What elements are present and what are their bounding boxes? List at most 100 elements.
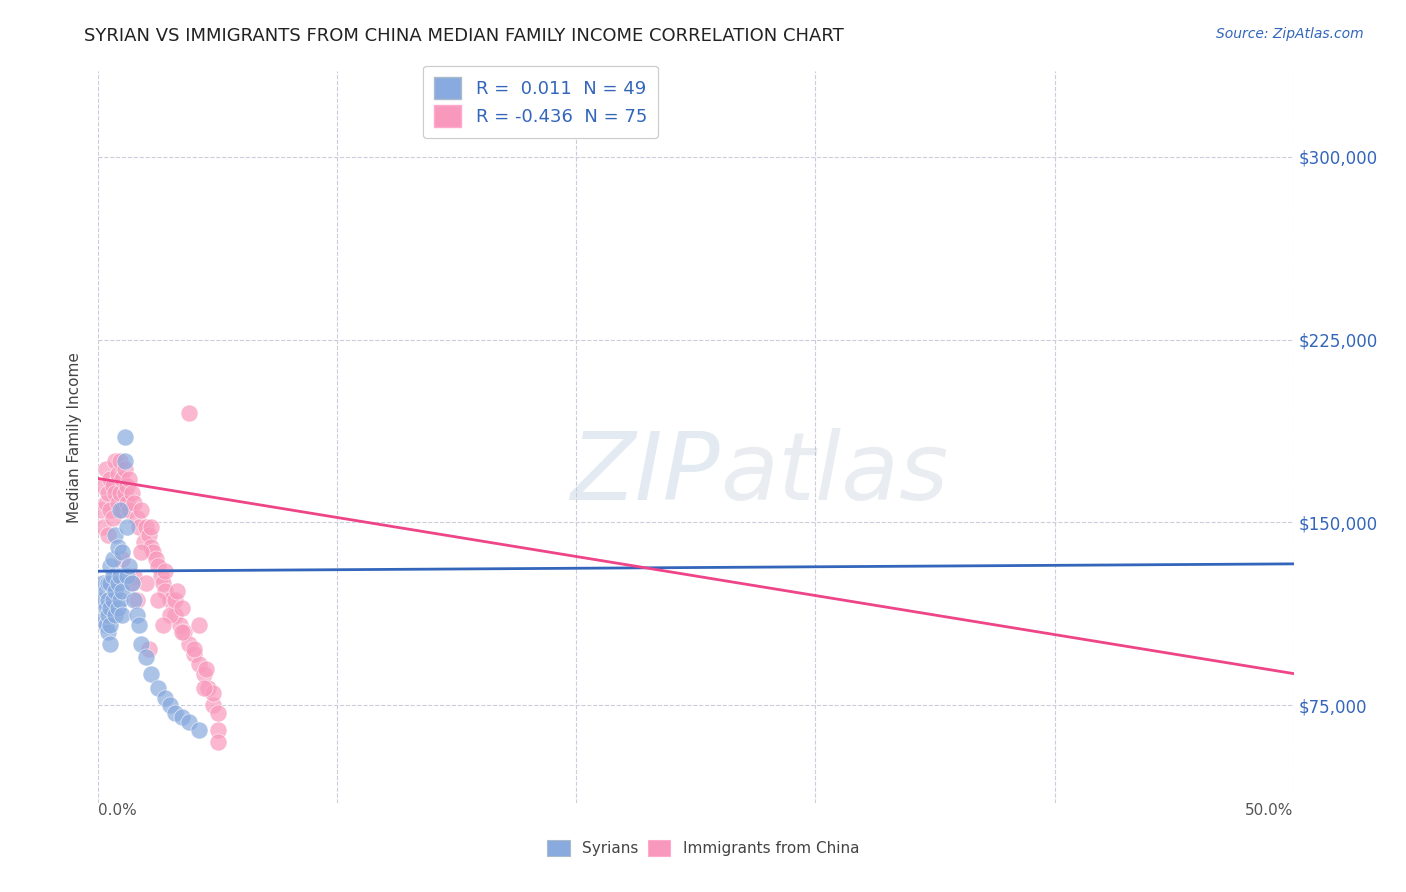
Point — [97, 576, 120, 591]
Point — [207, 735, 229, 749]
Point — [111, 544, 134, 558]
Point — [101, 479, 124, 493]
Point — [97, 486, 120, 500]
Point — [139, 540, 162, 554]
Point — [108, 454, 131, 468]
Point — [115, 569, 138, 583]
Point — [155, 690, 177, 705]
Point — [187, 657, 209, 671]
Point — [104, 583, 127, 598]
Point — [202, 686, 225, 700]
Point — [187, 723, 209, 737]
Point — [101, 510, 124, 524]
Point — [107, 540, 129, 554]
Point — [121, 576, 143, 591]
Point — [142, 544, 165, 558]
Point — [114, 462, 136, 476]
Point — [197, 681, 219, 696]
Point — [169, 617, 191, 632]
Point — [94, 600, 117, 615]
Point — [104, 608, 127, 623]
Point — [172, 625, 194, 640]
Point — [149, 569, 172, 583]
Point — [94, 617, 117, 632]
Point — [107, 496, 129, 510]
Point — [163, 593, 186, 607]
Point — [138, 642, 160, 657]
Point — [135, 576, 157, 591]
Point — [163, 706, 186, 720]
Point — [179, 637, 201, 651]
Point — [90, 503, 112, 517]
Point — [172, 600, 194, 615]
Point — [152, 576, 174, 591]
Point — [101, 552, 124, 566]
Point — [91, 520, 114, 534]
Point — [139, 520, 162, 534]
Point — [124, 569, 146, 583]
Point — [97, 593, 120, 607]
Point — [139, 666, 162, 681]
Point — [107, 600, 129, 615]
Point — [115, 520, 138, 534]
Point — [104, 486, 127, 500]
Y-axis label: Median Family Income: Median Family Income — [67, 351, 83, 523]
Point — [98, 576, 122, 591]
Point — [128, 617, 150, 632]
Point — [172, 710, 194, 724]
Text: 50.0%: 50.0% — [1246, 803, 1294, 818]
Point — [111, 503, 134, 517]
Point — [128, 520, 150, 534]
Text: atlas: atlas — [720, 428, 948, 519]
Point — [101, 593, 124, 607]
Point — [98, 471, 122, 485]
Point — [152, 617, 174, 632]
Point — [187, 617, 209, 632]
Point — [98, 637, 122, 651]
Point — [91, 613, 114, 627]
Point — [108, 593, 131, 607]
Point — [148, 593, 170, 607]
Point — [121, 486, 143, 500]
Text: ZIP: ZIP — [571, 428, 720, 519]
Point — [159, 698, 181, 713]
Point — [173, 625, 195, 640]
Text: SYRIAN VS IMMIGRANTS FROM CHINA MEDIAN FAMILY INCOME CORRELATION CHART: SYRIAN VS IMMIGRANTS FROM CHINA MEDIAN F… — [84, 27, 844, 45]
Point — [155, 564, 177, 578]
Point — [94, 462, 117, 476]
Point — [104, 454, 127, 468]
Point — [131, 637, 153, 651]
Point — [91, 576, 114, 591]
Point — [107, 576, 129, 591]
Point — [114, 430, 136, 444]
Point — [101, 569, 124, 583]
Point — [124, 496, 146, 510]
Point — [108, 569, 131, 583]
Point — [111, 552, 134, 566]
Point — [118, 559, 141, 574]
Point — [115, 496, 138, 510]
Point — [179, 715, 201, 730]
Point — [124, 593, 146, 607]
Point — [207, 723, 229, 737]
Point — [163, 608, 186, 623]
Point — [193, 681, 215, 696]
Point — [97, 625, 120, 640]
Point — [135, 520, 157, 534]
Point — [135, 649, 157, 664]
Point — [183, 642, 205, 657]
Point — [131, 544, 153, 558]
Point — [111, 608, 134, 623]
Point — [97, 608, 120, 623]
Point — [207, 706, 229, 720]
Text: Source: ZipAtlas.com: Source: ZipAtlas.com — [1216, 27, 1364, 41]
Point — [125, 593, 148, 607]
Point — [125, 510, 148, 524]
Point — [108, 503, 131, 517]
Point — [98, 617, 122, 632]
Point — [111, 471, 134, 485]
Point — [148, 681, 170, 696]
Point — [183, 647, 205, 661]
Point — [118, 503, 141, 517]
Point — [98, 503, 122, 517]
